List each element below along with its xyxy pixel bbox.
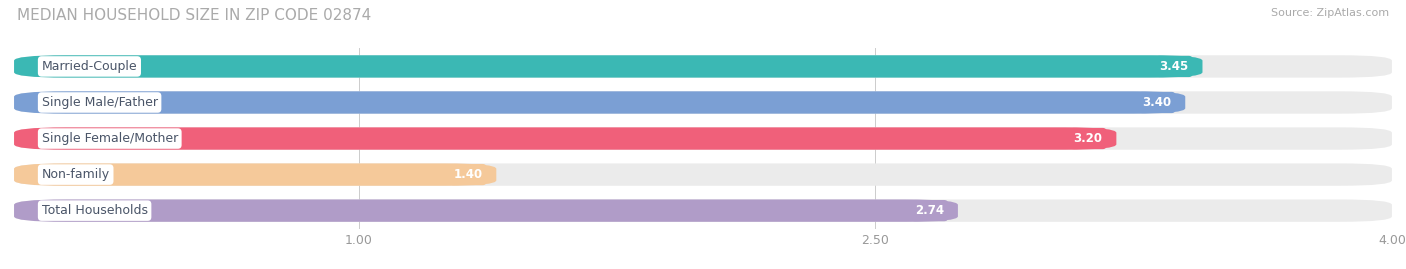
Text: MEDIAN HOUSEHOLD SIZE IN ZIP CODE 02874: MEDIAN HOUSEHOLD SIZE IN ZIP CODE 02874 (17, 8, 371, 23)
Text: 3.45: 3.45 (1160, 60, 1188, 73)
Text: Married-Couple: Married-Couple (42, 60, 138, 73)
FancyBboxPatch shape (14, 199, 957, 222)
Text: Single Female/Mother: Single Female/Mother (42, 132, 179, 145)
Text: Non-family: Non-family (42, 168, 110, 181)
Text: 3.20: 3.20 (1074, 132, 1102, 145)
Text: Total Households: Total Households (42, 204, 148, 217)
FancyBboxPatch shape (14, 163, 496, 186)
FancyBboxPatch shape (14, 55, 1392, 78)
FancyBboxPatch shape (14, 91, 1392, 114)
FancyBboxPatch shape (14, 55, 1202, 78)
Text: 3.40: 3.40 (1142, 96, 1171, 109)
Text: Single Male/Father: Single Male/Father (42, 96, 157, 109)
FancyBboxPatch shape (14, 127, 1392, 150)
Text: 2.74: 2.74 (915, 204, 945, 217)
FancyBboxPatch shape (14, 127, 1116, 150)
FancyBboxPatch shape (14, 163, 1392, 186)
FancyBboxPatch shape (14, 91, 1185, 114)
Text: Source: ZipAtlas.com: Source: ZipAtlas.com (1271, 8, 1389, 18)
Text: 1.40: 1.40 (453, 168, 482, 181)
FancyBboxPatch shape (14, 199, 1392, 222)
